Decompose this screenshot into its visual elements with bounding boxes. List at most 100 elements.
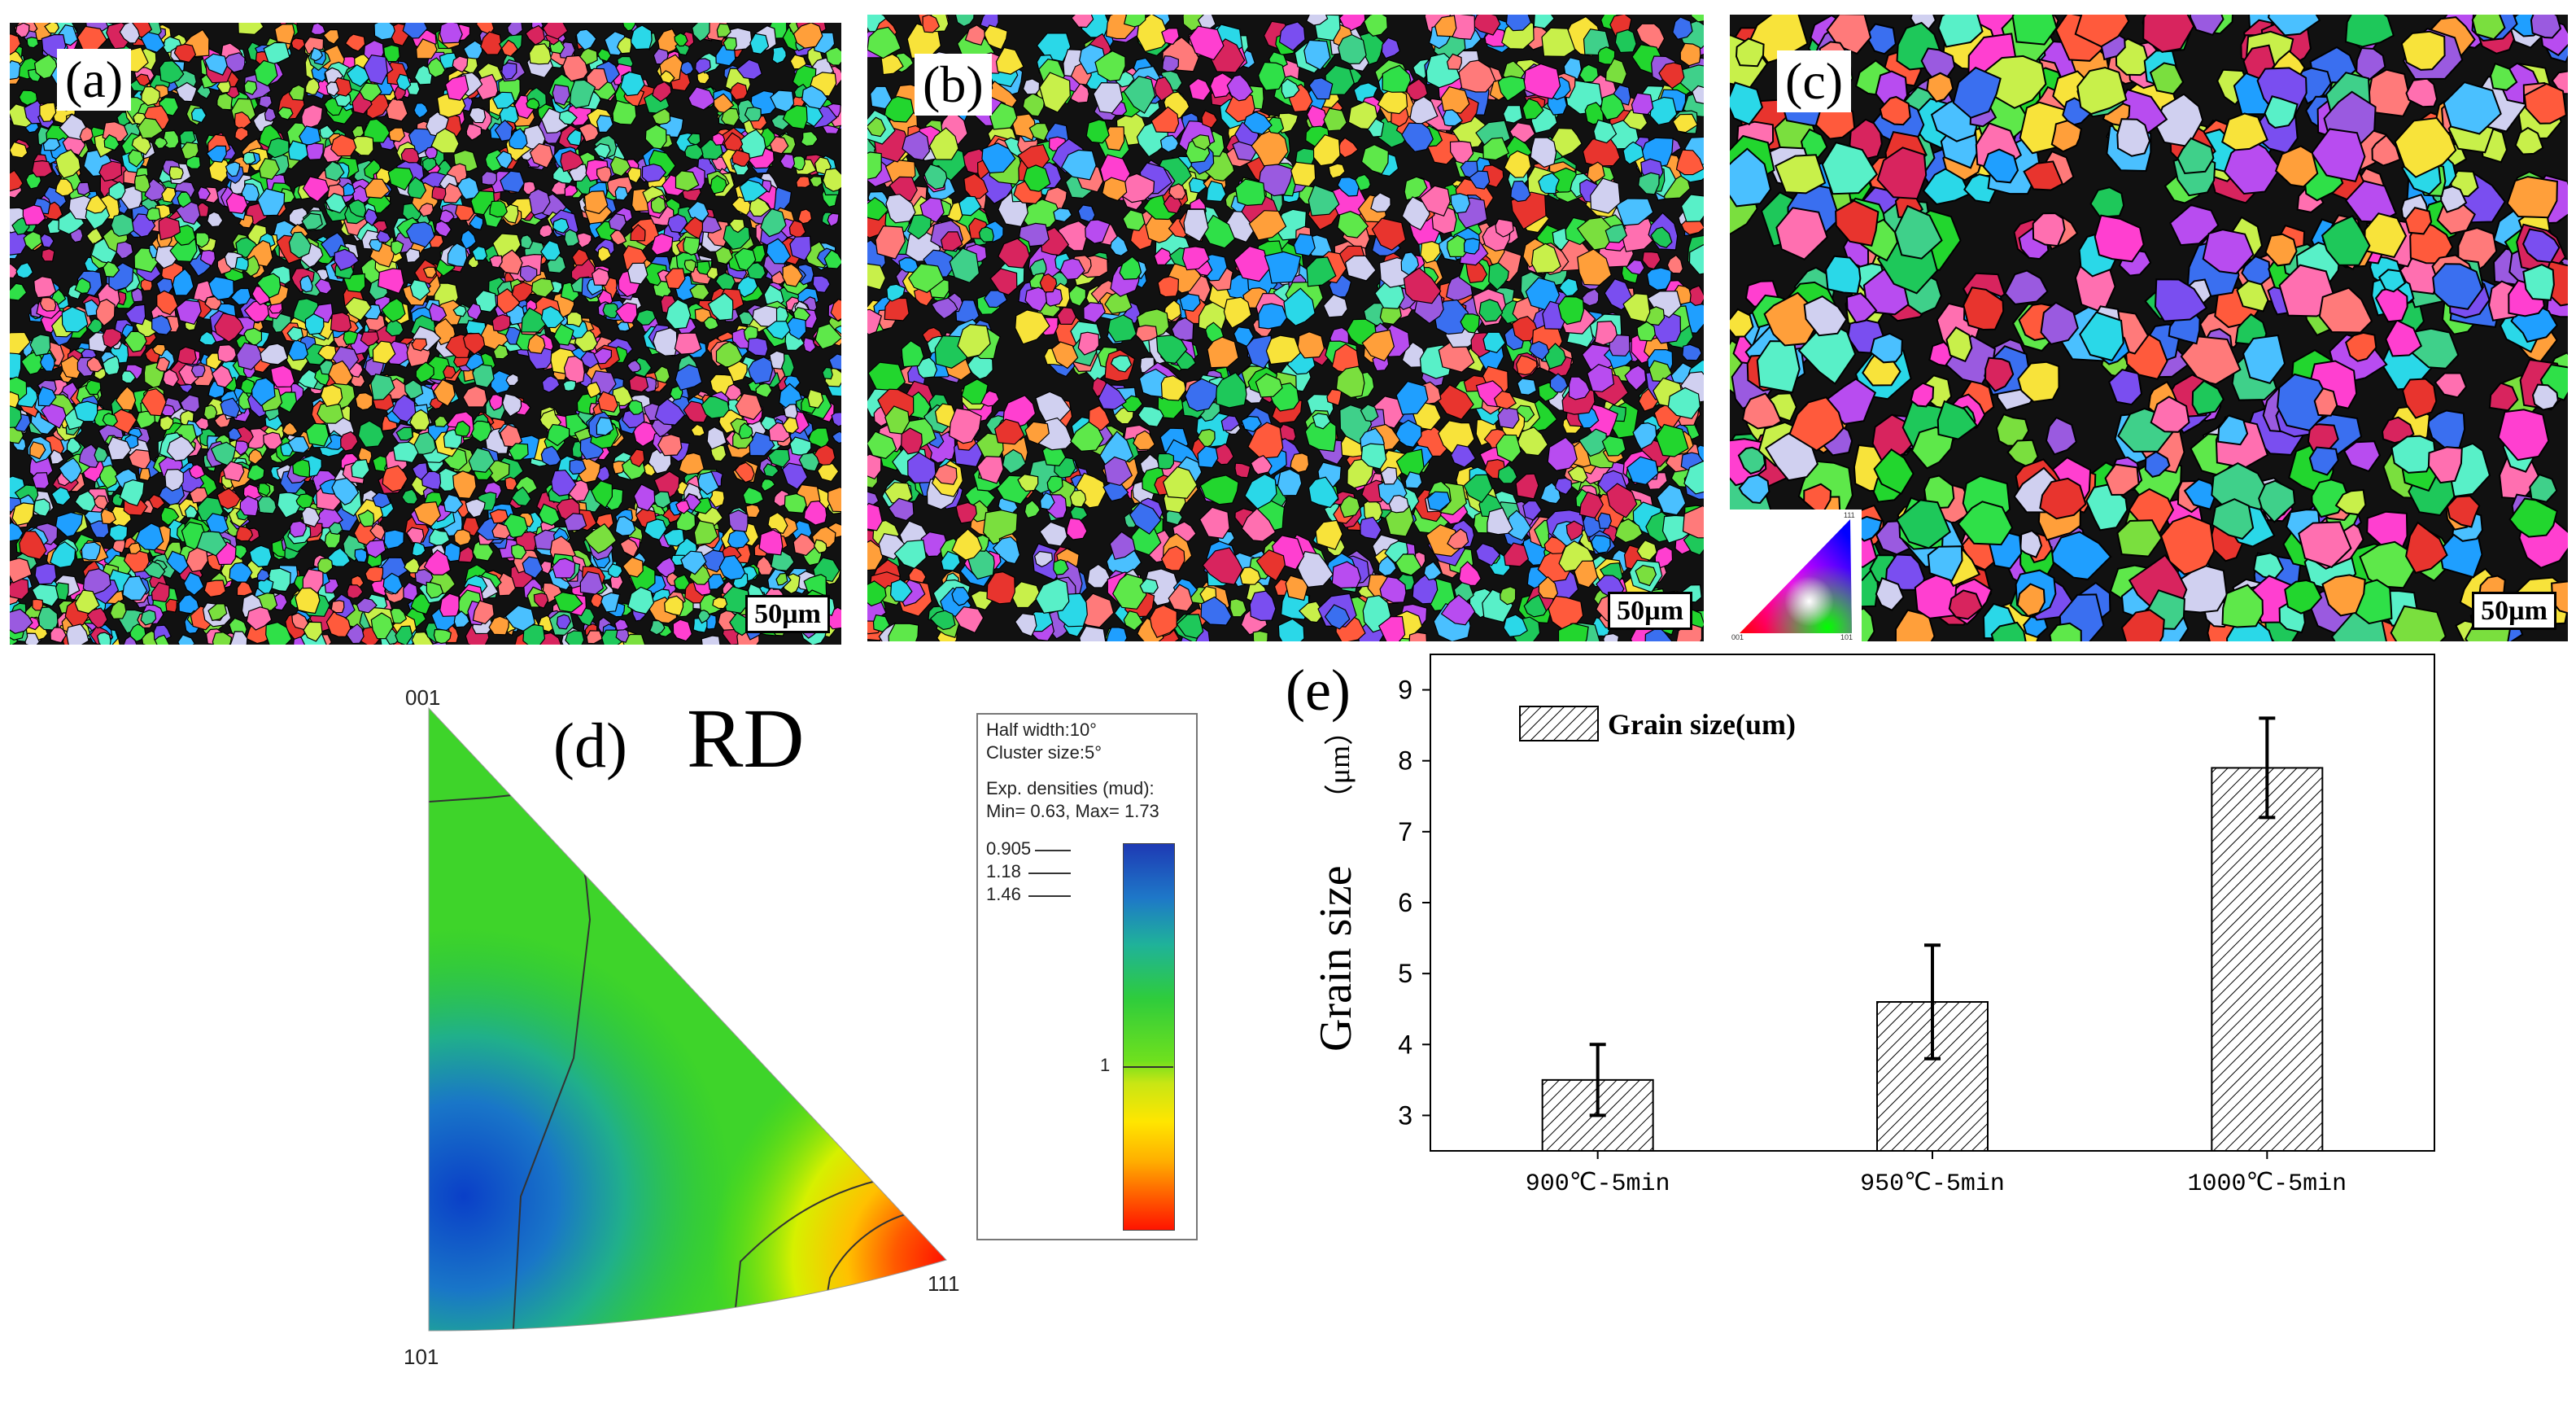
grain (2298, 521, 2352, 569)
grain (1201, 110, 1218, 129)
grain (796, 176, 811, 188)
grain (1582, 135, 1621, 167)
grain (1835, 199, 1880, 247)
grain (511, 282, 533, 303)
grain (346, 623, 365, 645)
grain (1252, 630, 1268, 641)
grain (10, 169, 24, 192)
grain (1683, 460, 1704, 495)
grain (586, 381, 601, 399)
grain (1593, 119, 1618, 144)
grain (418, 203, 434, 217)
grain (989, 268, 1018, 295)
grain (867, 540, 884, 571)
grain (564, 184, 579, 198)
grain (1197, 445, 1219, 469)
x-tick-label-2: 950℃-5min (1860, 1170, 2005, 1198)
grain (1179, 293, 1201, 312)
grain (1077, 331, 1100, 356)
grain (243, 80, 258, 95)
grain (792, 533, 818, 557)
grain (214, 313, 244, 343)
grain (404, 557, 421, 574)
grain (612, 460, 626, 475)
grain (372, 492, 391, 509)
grain (529, 142, 554, 168)
grain (347, 199, 367, 218)
grain (356, 597, 378, 614)
grain (571, 248, 590, 266)
grain (265, 621, 293, 645)
grain (1404, 176, 1428, 201)
grain (1587, 364, 1615, 392)
grain (951, 528, 983, 561)
grain (1160, 545, 1185, 571)
grain (264, 107, 277, 122)
grain (694, 58, 711, 75)
grain (428, 302, 448, 322)
grain (203, 53, 229, 76)
grain (254, 59, 278, 87)
grain (347, 584, 364, 599)
grain (2089, 186, 2125, 218)
grain (207, 211, 224, 228)
grain (928, 127, 959, 160)
grain (1220, 415, 1240, 431)
grain (613, 619, 630, 631)
grain (19, 531, 47, 560)
y-tick-label-9: 9 (1398, 676, 1412, 705)
grain (906, 214, 932, 240)
grain (1622, 292, 1651, 323)
grain (1123, 76, 1156, 114)
grain (310, 23, 326, 35)
grain (103, 133, 120, 151)
grain (266, 138, 290, 159)
grain (630, 224, 646, 242)
grain (1241, 507, 1277, 542)
grain (15, 261, 34, 279)
grain (168, 166, 184, 181)
grain (415, 38, 438, 59)
grain (2264, 95, 2299, 129)
grain (1308, 476, 1339, 509)
grain (79, 126, 94, 143)
grain (1500, 586, 1517, 606)
grain (372, 340, 396, 365)
grain (1541, 27, 1576, 58)
grain (2371, 133, 2401, 167)
legend-min-max: Min= 0.63, Max= 1.73 (986, 801, 1159, 821)
grain (423, 549, 452, 575)
grain (2047, 531, 2112, 580)
grain (1234, 178, 1266, 207)
grain (898, 256, 919, 273)
grain (208, 276, 234, 301)
grain (317, 558, 334, 575)
grain (1039, 72, 1071, 113)
grain (270, 365, 295, 388)
grain (10, 33, 21, 55)
grain (1609, 334, 1631, 356)
grain (1873, 448, 1915, 495)
grain (2258, 479, 2296, 523)
grain (1578, 428, 1607, 457)
grain (1112, 573, 1147, 610)
grain (239, 495, 259, 517)
grain (166, 435, 196, 461)
grain (767, 448, 791, 468)
grain (713, 93, 735, 113)
grain (1241, 415, 1262, 433)
grain (1788, 396, 1845, 452)
panel-label-d: (d) (553, 710, 627, 781)
grain (657, 28, 681, 54)
grain (116, 241, 133, 260)
grain (439, 209, 455, 224)
grain (248, 448, 264, 465)
grain (287, 140, 308, 161)
grain (916, 356, 938, 379)
grain (491, 91, 516, 109)
grain (258, 95, 273, 109)
grain (1463, 238, 1481, 255)
grain (242, 151, 256, 165)
grain (1568, 376, 1591, 400)
